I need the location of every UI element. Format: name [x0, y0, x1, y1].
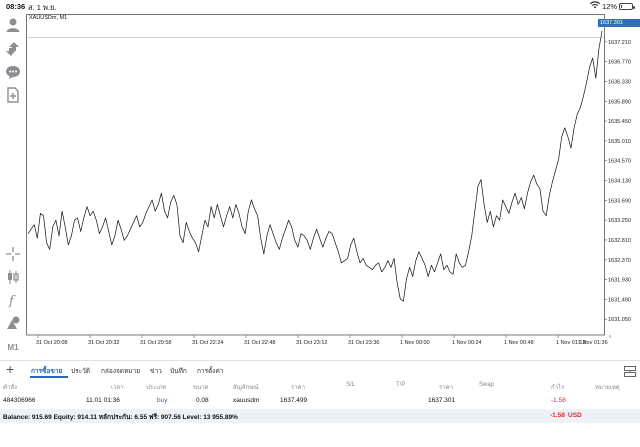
status-bar: 08:36 ส. 1 พ.ย. 12%	[0, 0, 640, 14]
x-tick-label: 31 Oct 22:48	[244, 340, 276, 346]
x-tick-label: 31 Oct 23:36	[348, 340, 380, 346]
add-document-icon[interactable]	[4, 86, 22, 104]
order-time: 11.01 01:36	[86, 397, 120, 404]
table-row[interactable]: 484306966 11.01 01:36 buy 0.08 xauusdm 1…	[0, 394, 640, 408]
y-tick-label: 1636.770	[608, 60, 631, 66]
status-date: ส. 1 พ.ย.	[28, 3, 57, 12]
arrows-updown-icon[interactable]	[4, 40, 22, 58]
battery-icon	[619, 3, 635, 10]
function-icon[interactable]: f	[4, 291, 22, 309]
y-tick-label: 1634.130	[608, 179, 631, 185]
chat-icon[interactable]	[4, 63, 22, 81]
col-size: ขนาด	[193, 385, 209, 391]
status-time: 08:36	[6, 2, 26, 11]
order-symbol: xauusdm	[233, 397, 260, 404]
col-sl: S/L	[346, 382, 356, 388]
y-tick-label: 1634.570	[608, 159, 631, 165]
orders-header: คำสั่ง เวลา ประเภท ขนาด สัญลักษณ์ ราคา S…	[0, 379, 640, 393]
x-tick-label: 31 Oct 23:12	[296, 340, 328, 346]
left-toolbar: f M1	[0, 14, 26, 360]
add-order-button[interactable]: +	[6, 361, 15, 377]
x-tick-label: 1 Nov 00:00	[400, 340, 430, 346]
tab-mailbox[interactable]: กล่องจดหมาย	[101, 368, 141, 375]
col-tp: T/P	[396, 382, 406, 388]
x-tick-label: 31 Oct 20:58	[140, 340, 172, 346]
y-tick-label: 1632.810	[608, 238, 631, 244]
x-tick-label: 31 Oct 20:32	[88, 340, 120, 346]
y-tick-label: 1635.010	[608, 139, 631, 145]
battery-percent: 12%	[602, 2, 618, 11]
tab-journal[interactable]: บันทึก	[170, 368, 187, 375]
y-tick-label: 1633.250	[608, 218, 631, 224]
balance-bar: Balance: 915.69 Equity: 914.11 หลักประกั…	[0, 409, 640, 423]
tab-settings[interactable]: การตั้งค่า	[197, 368, 224, 375]
bottom-tabs: + การซื้อขาย ประวัติ กล่องจดหมาย ข่าว บั…	[0, 360, 640, 378]
col-time: เวลา	[111, 385, 124, 391]
y-tick-label: 1633.690	[608, 198, 631, 204]
order-type: buy	[157, 397, 168, 404]
y-tick-label: 1631.930	[608, 278, 631, 284]
order-id: 484306966	[3, 397, 36, 404]
balance-currency: USD	[568, 412, 582, 419]
col-current-price: ราคา	[439, 385, 453, 391]
col-type: ประเภท	[146, 385, 167, 391]
wifi-icon	[590, 1, 600, 11]
svg-text:f: f	[8, 294, 16, 308]
chart-frame	[26, 14, 605, 336]
chart-symbol-title: XAUUSDm, M1	[29, 15, 68, 21]
tab-history[interactable]: ประวัติ	[71, 368, 90, 375]
y-tick-label: 1635.890	[608, 99, 631, 105]
objects-icon[interactable]	[4, 314, 22, 332]
x-tick-label: 1 Nov 00:48	[504, 340, 534, 346]
x-tick-label: 31 Oct 20:08	[36, 340, 68, 346]
col-symbol: สัญลักษณ์	[233, 385, 259, 391]
layout-icon[interactable]	[624, 364, 636, 377]
y-tick-label: 1636.330	[608, 79, 631, 85]
col-order: คำสั่ง	[3, 385, 17, 391]
y-tick-label: 1632.370	[608, 258, 631, 264]
tab-trade[interactable]: การซื้อขาย	[31, 368, 63, 375]
series-line-price	[27, 30, 603, 302]
y-tick-label: 1637.210	[608, 40, 631, 46]
x-tick-label: 1 Nov 00:24	[452, 340, 482, 346]
crosshair-icon[interactable]	[4, 245, 22, 263]
order-size: 0.08	[196, 397, 209, 404]
order-open-price: 1637.499	[280, 397, 308, 404]
chart-canvas[interactable]: 1637.210 1636.770 1636.330 1635.890 1635.450…	[26, 14, 640, 360]
balance-profit: -1.58	[550, 412, 565, 419]
x-tick-label: 1 Nov 01:12	[556, 340, 586, 346]
order-profit: -1.58	[551, 397, 566, 404]
price-chart[interactable]: 1637.210 1636.770 1636.330 1635.890 1635.450…	[26, 14, 640, 360]
col-profit: กำไร	[551, 385, 565, 391]
active-tab-indicator	[30, 376, 68, 378]
y-tick-label: 1635.450	[608, 119, 631, 125]
current-price-tag: 1637.301	[598, 19, 640, 27]
y-tick-label: 1631.490	[608, 297, 631, 303]
x-tick-label: 1 Nov 01:36	[578, 340, 608, 346]
col-open-price: ราคา	[291, 385, 305, 391]
y-tick-label: 1631.050	[608, 317, 631, 323]
battery-level	[621, 5, 623, 8]
tab-news[interactable]: ข่าว	[150, 368, 162, 375]
balance-summary: Balance: 915.69 Equity: 914.11 หลักประกั…	[3, 414, 238, 421]
x-tick-label: 31 Oct 22:24	[192, 340, 224, 346]
timeframe-button[interactable]: M1	[4, 338, 22, 356]
col-swap: Swap	[479, 382, 495, 388]
timeframe-label: M1	[7, 342, 19, 352]
candlestick-icon[interactable]	[4, 268, 22, 286]
person-icon[interactable]	[4, 16, 22, 34]
col-comment: หมายเหตุ	[595, 385, 620, 391]
order-current-price: 1637.301	[428, 397, 456, 404]
